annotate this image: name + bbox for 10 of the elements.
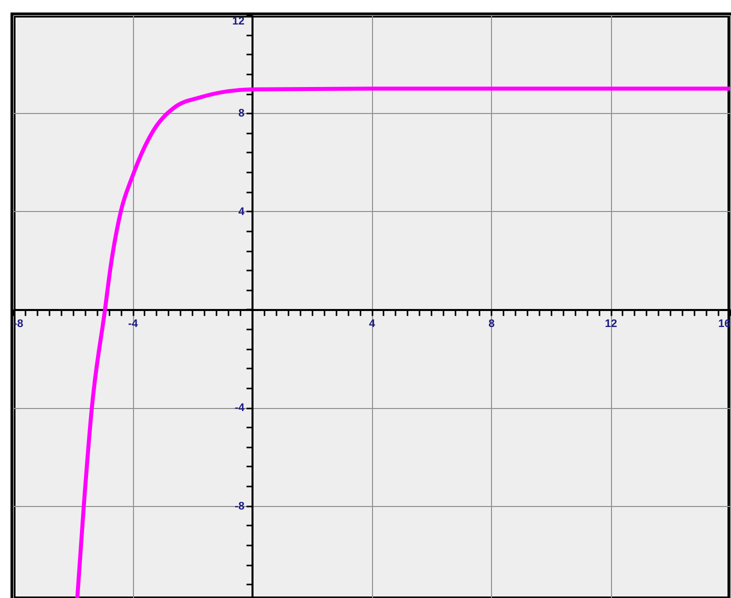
line-series (75, 86, 730, 598)
y-tick-label: 4 (238, 206, 246, 218)
x-tick-label: 12 (604, 318, 618, 330)
y-tick-label: 12 (232, 16, 244, 28)
y-tick-label: -8 (234, 500, 244, 512)
y-tick-label: -4 (234, 402, 246, 414)
y-tick-label: 8 (238, 108, 244, 120)
x-tick-label: -4 (128, 318, 139, 330)
x-tick-label: 4 (368, 318, 376, 330)
x-tick-label: 8 (488, 318, 495, 330)
